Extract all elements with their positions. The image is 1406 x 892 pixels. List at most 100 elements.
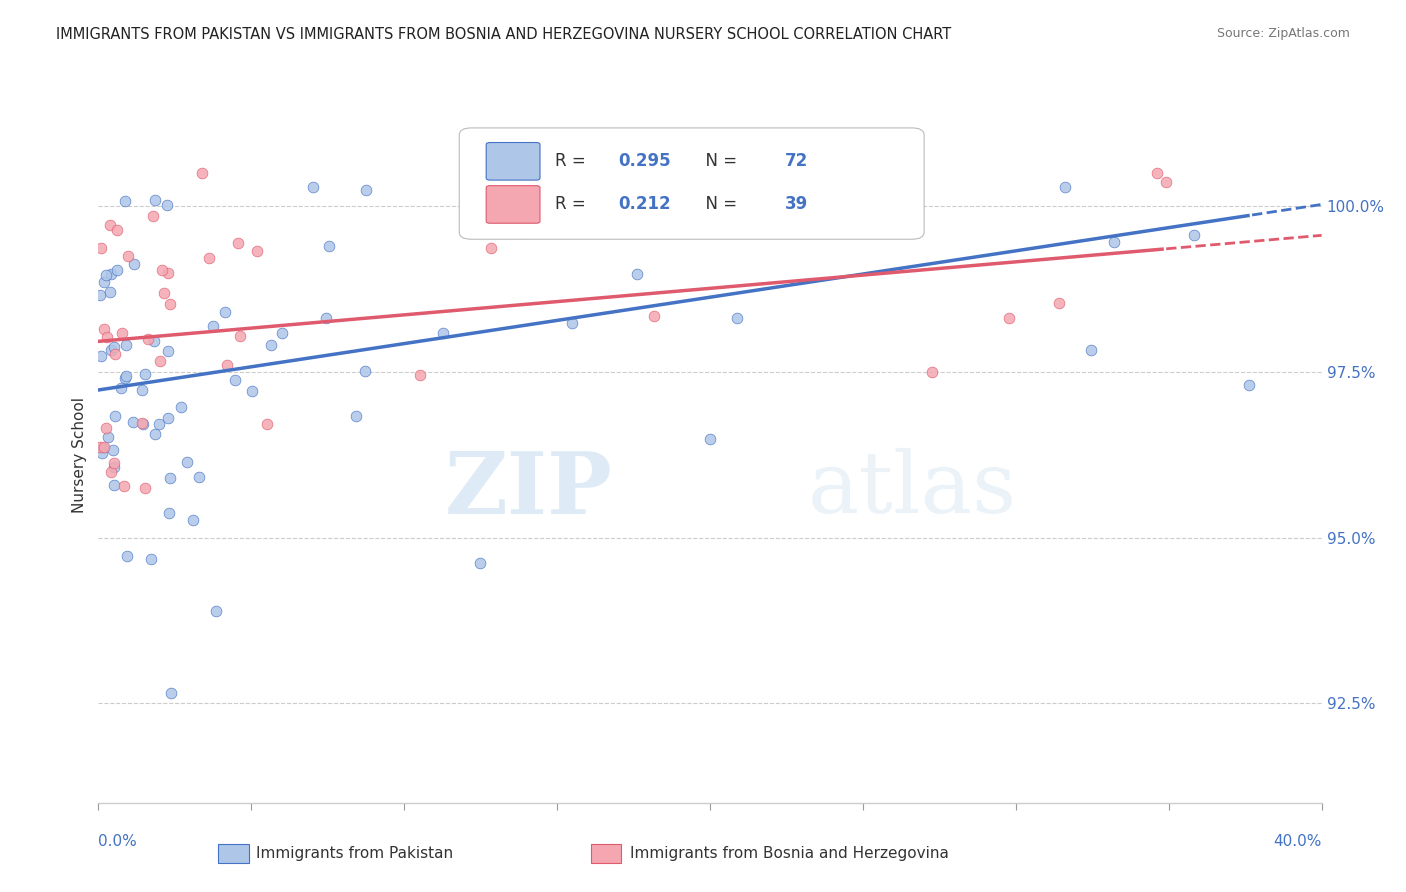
Point — [271, 326, 294, 340]
Text: 72: 72 — [785, 153, 808, 170]
Point — [100, 343, 122, 358]
Point — [699, 432, 721, 446]
Point — [89, 440, 111, 454]
Point — [1146, 166, 1168, 180]
Point — [215, 358, 238, 372]
Point — [159, 470, 181, 484]
Text: ZIP: ZIP — [444, 448, 612, 532]
Point — [96, 330, 118, 344]
Text: 0.295: 0.295 — [619, 153, 671, 170]
Text: N =: N = — [696, 195, 742, 213]
Point — [115, 549, 138, 564]
Point — [103, 456, 125, 470]
FancyBboxPatch shape — [460, 128, 924, 239]
Point — [105, 223, 128, 237]
Point — [197, 252, 219, 266]
Point — [117, 249, 139, 263]
Point — [302, 179, 325, 194]
Point — [561, 316, 583, 330]
Point — [98, 218, 121, 232]
Point — [104, 347, 127, 361]
Point — [111, 326, 134, 340]
Point — [100, 465, 122, 479]
Y-axis label: Nursery School: Nursery School — [72, 397, 87, 513]
Point — [156, 198, 179, 212]
Point — [112, 479, 135, 493]
Point — [139, 551, 162, 566]
Point — [318, 239, 340, 253]
Point — [228, 328, 250, 343]
Point — [143, 193, 166, 207]
Point — [409, 368, 432, 383]
Point — [157, 411, 180, 425]
Point — [259, 338, 281, 352]
Point — [110, 381, 132, 395]
Point — [201, 319, 224, 334]
Point — [181, 513, 204, 527]
Point — [998, 311, 1021, 326]
Point — [100, 267, 122, 281]
Point — [432, 326, 454, 340]
Point — [143, 426, 166, 441]
Point — [142, 209, 165, 223]
Point — [479, 241, 502, 255]
Text: R =: R = — [555, 195, 591, 213]
Text: IMMIGRANTS FROM PAKISTAN VS IMMIGRANTS FROM BOSNIA AND HERZEGOVINA NURSERY SCHOO: IMMIGRANTS FROM PAKISTAN VS IMMIGRANTS F… — [56, 27, 952, 42]
Point — [1054, 179, 1077, 194]
Point — [90, 241, 112, 255]
Point — [93, 322, 115, 336]
Point — [157, 506, 180, 520]
Point — [513, 226, 536, 240]
Point — [148, 417, 170, 431]
Text: 0.0%: 0.0% — [98, 834, 138, 849]
Point — [634, 179, 657, 194]
Point — [1102, 235, 1125, 249]
Text: N =: N = — [696, 153, 742, 170]
Point — [214, 304, 236, 318]
Point — [921, 365, 943, 379]
Point — [96, 268, 118, 283]
Point — [672, 179, 695, 194]
Point — [176, 455, 198, 469]
Point — [94, 421, 117, 435]
Point — [344, 409, 367, 423]
Point — [315, 311, 337, 326]
FancyBboxPatch shape — [486, 143, 540, 180]
Point — [101, 442, 124, 457]
Point — [103, 339, 125, 353]
Point — [245, 244, 267, 259]
Text: Source: ZipAtlas.com: Source: ZipAtlas.com — [1216, 27, 1350, 40]
Point — [97, 430, 120, 444]
Point — [652, 222, 675, 236]
Text: 0.212: 0.212 — [619, 195, 671, 213]
Point — [626, 268, 648, 282]
Point — [157, 343, 180, 358]
Point — [104, 409, 127, 423]
Point — [170, 401, 193, 415]
Point — [90, 349, 112, 363]
Point — [150, 263, 173, 277]
Point — [132, 417, 155, 432]
Point — [156, 266, 179, 280]
Point — [93, 441, 115, 455]
Point — [1182, 227, 1205, 242]
Point — [98, 285, 121, 300]
Point — [468, 556, 491, 570]
Point — [725, 311, 748, 326]
Point — [149, 353, 172, 368]
Point — [188, 470, 211, 484]
Point — [159, 686, 181, 700]
Point — [159, 297, 181, 311]
Point — [354, 364, 377, 378]
Point — [643, 310, 665, 324]
Point — [115, 337, 138, 351]
Point — [91, 442, 114, 456]
Point — [1154, 176, 1177, 190]
Point — [115, 369, 138, 384]
Point — [131, 416, 153, 430]
Point — [124, 256, 146, 270]
Point — [122, 415, 145, 429]
Point — [240, 384, 263, 398]
Point — [1239, 377, 1261, 392]
Point — [131, 383, 153, 397]
